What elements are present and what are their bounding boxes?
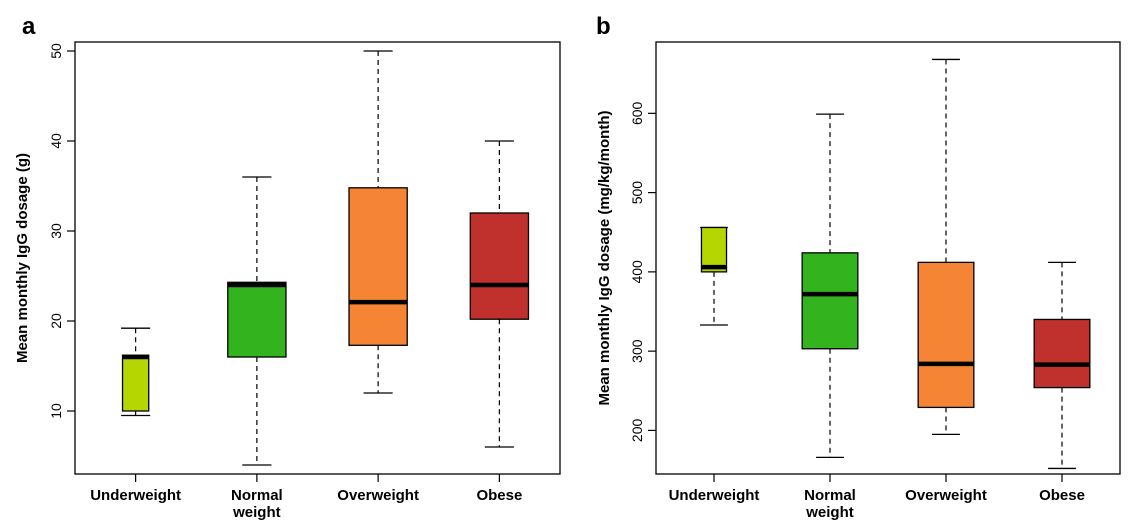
x-tick-label-line: Obese — [1039, 487, 1085, 504]
y-tick-label: 200 — [629, 419, 645, 443]
x-tick-label-line: Underweight — [669, 487, 760, 504]
box-3 — [1033, 261, 1091, 470]
box-0 — [700, 226, 728, 326]
x-tick-label: Normal weight — [231, 487, 283, 521]
panel-label: b — [596, 13, 611, 40]
x-tick-label: Overweight — [905, 487, 987, 504]
box-body — [917, 261, 975, 409]
box-1 — [801, 113, 859, 459]
box-2 — [348, 50, 408, 394]
box-body — [469, 212, 530, 320]
x-tick-label: Obese — [476, 487, 522, 504]
x-tick-label-line: Overweight — [905, 487, 987, 504]
box-body — [700, 226, 728, 273]
panel-label: a — [22, 13, 36, 40]
y-axis-title: Mean monthly IgG dosage (mg/kg/month) — [596, 110, 613, 405]
y-tick-label: 20 — [48, 313, 64, 329]
y-axis-title: Mean monthly IgG dosage (g) — [14, 153, 31, 363]
box-2 — [917, 58, 975, 436]
box-body — [801, 252, 859, 350]
x-tick-label: Normal weight — [804, 487, 856, 521]
box-body — [1033, 318, 1091, 389]
panel-a: a 10 20 30 40 50 Mean monthly IgG dosage (g) Un… — [14, 13, 561, 521]
y-tick-label: 50 — [48, 43, 64, 59]
x-tick-label-line: Overweight — [337, 487, 419, 504]
x-tick-label: Underweight — [90, 487, 181, 504]
y-tick-label: 30 — [48, 223, 64, 239]
x-tick-label-line: Normal — [804, 487, 856, 504]
x-tick-label: Underweight — [669, 487, 760, 504]
y-tick-label: 400 — [629, 260, 645, 284]
x-tick-label-line: weight — [805, 504, 854, 521]
y-tick-label: 40 — [48, 133, 64, 149]
y-tick-label: 500 — [629, 181, 645, 205]
box-3 — [469, 140, 530, 448]
x-tick-label-line: weight — [232, 504, 281, 521]
x-tick-label-line: Normal — [231, 487, 283, 504]
y-tick-label: 10 — [48, 403, 64, 419]
x-tick-label: Obese — [1039, 487, 1085, 504]
plot-frame — [655, 41, 1121, 475]
x-tick-label: Overweight — [337, 487, 419, 504]
box-1 — [227, 176, 287, 466]
box-body — [227, 281, 287, 358]
box-body — [121, 354, 150, 412]
plot-frame — [74, 41, 561, 475]
panel-b: b 200 300 400 500 600 Mean monthly IgG dosage … — [596, 13, 1121, 521]
y-tick-label: 300 — [629, 339, 645, 363]
box-body — [348, 187, 408, 346]
box-0 — [121, 327, 151, 417]
x-tick-label-line: Obese — [476, 487, 522, 504]
y-tick-label: 600 — [629, 101, 645, 125]
x-tick-label-line: Underweight — [90, 487, 181, 504]
